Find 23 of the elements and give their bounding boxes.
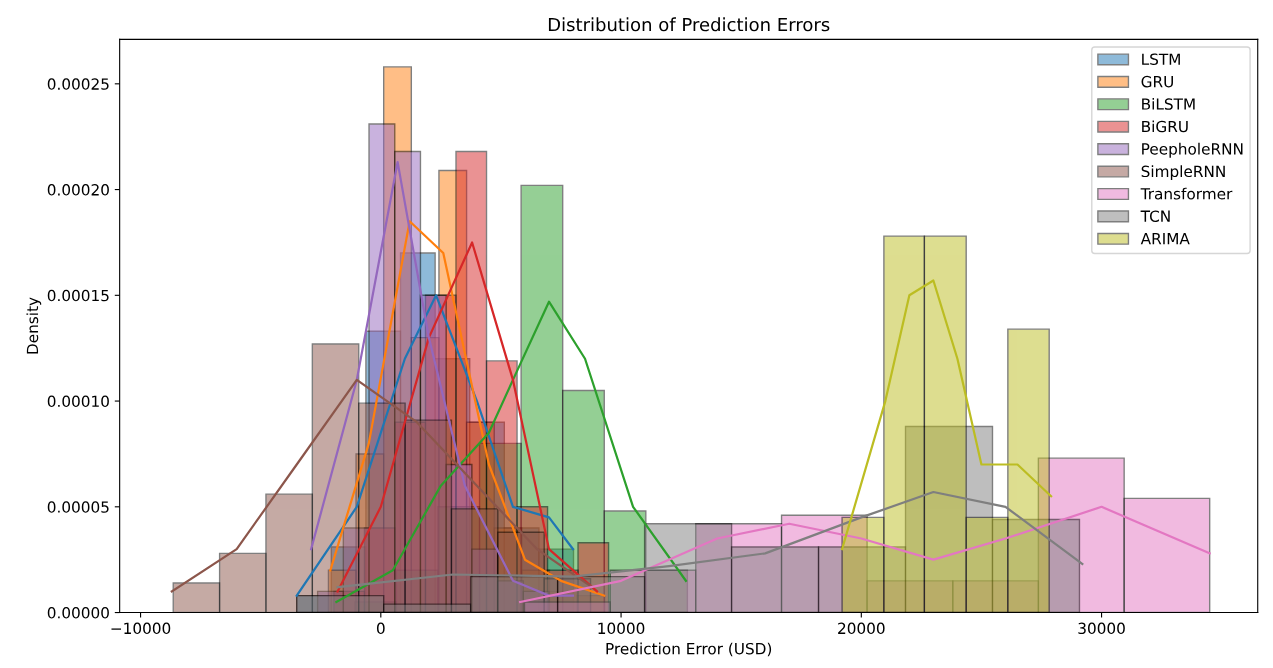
legend-label: BiLSTM xyxy=(1142,98,1195,110)
chart-title: Distribution of Prediction Errors xyxy=(548,17,830,32)
y-tick-label: 0.00015 xyxy=(47,289,109,302)
x-axis-title: Prediction Error (USD) xyxy=(606,642,772,657)
x-tick-label: 30000 xyxy=(1078,622,1125,635)
x-tick-label: 0 xyxy=(376,622,385,635)
legend-label: TCN xyxy=(1140,210,1170,222)
legend-label: Transformer xyxy=(1140,187,1233,200)
y-tick-label: 0.00010 xyxy=(47,395,109,408)
legend-label: ARIMA xyxy=(1140,233,1190,245)
x-tick-label: 20000 xyxy=(838,622,885,635)
y-tick-label: 0.00020 xyxy=(47,184,109,196)
legend-label: SimpleRNN xyxy=(1141,165,1225,181)
legend-label: BiGRU xyxy=(1142,120,1188,133)
x-tick-label: 10000 xyxy=(598,622,645,635)
y-tick-label: 0.00005 xyxy=(47,501,109,513)
x-tick-label: −10000 xyxy=(111,622,171,635)
y-tick-label: 0.00025 xyxy=(47,78,109,90)
legend-label: GRU xyxy=(1141,75,1173,88)
legend-label: PeepholeRNN xyxy=(1142,142,1243,158)
legend-label: LSTM xyxy=(1142,53,1180,65)
y-axis-title: Density xyxy=(26,297,42,354)
y-tick-label: 0.00000 xyxy=(47,607,109,619)
